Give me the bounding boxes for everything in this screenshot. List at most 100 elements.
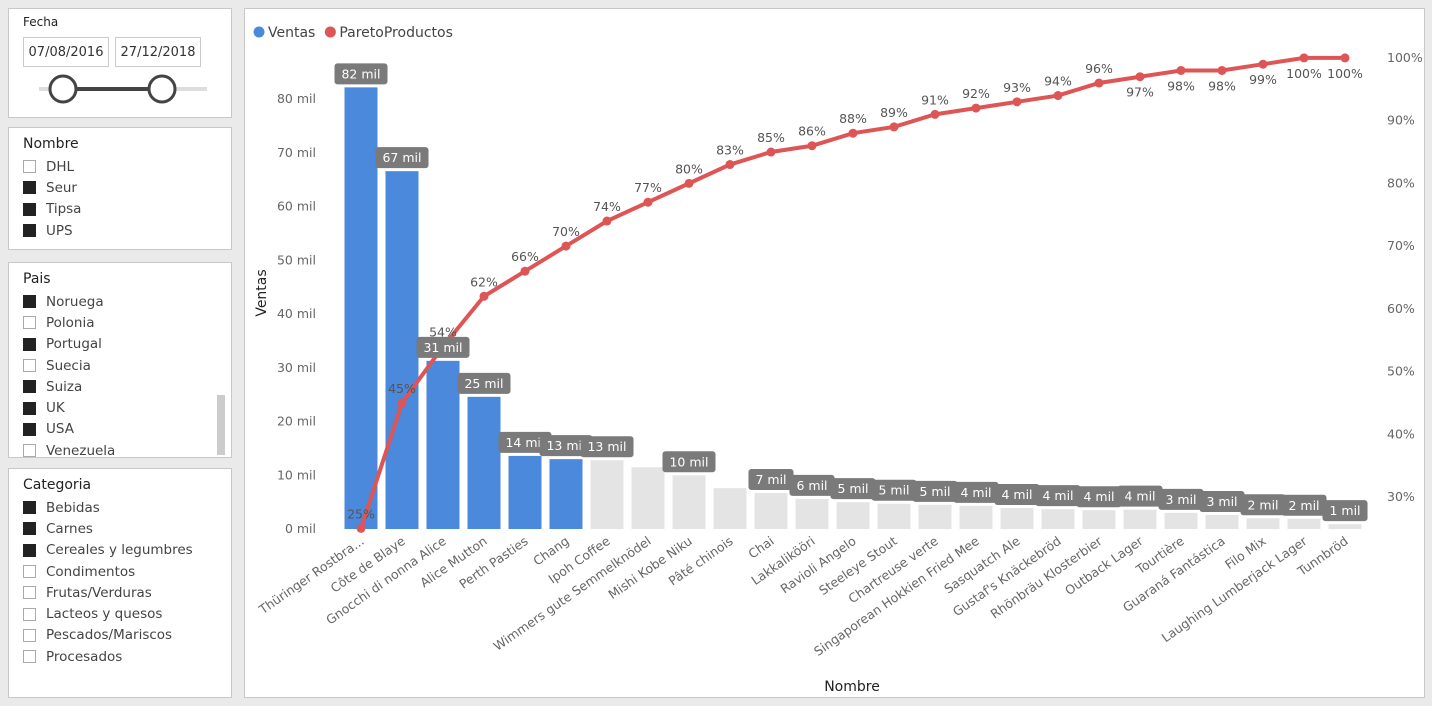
slicer-item[interactable]: Tipsa — [23, 199, 231, 220]
bar — [1082, 510, 1116, 529]
line-point — [1217, 65, 1227, 75]
bar — [467, 396, 501, 529]
end-date[interactable]: 27/12/2018 — [115, 37, 201, 67]
slicer-item[interactable]: Polonia — [23, 312, 231, 333]
checkbox[interactable] — [23, 160, 36, 174]
slicer-item[interactable]: Venezuela — [23, 440, 231, 457]
range-slider[interactable] — [9, 71, 232, 111]
y2-tick-label: 80% — [1387, 175, 1415, 190]
slicer-item[interactable]: Suiza — [23, 376, 231, 397]
slicer-item[interactable]: Pescados/Mariscos — [23, 625, 231, 646]
data-label-box — [334, 63, 388, 85]
data-label: 74% — [593, 199, 621, 214]
line-point — [725, 160, 735, 170]
data-label-box — [912, 480, 958, 502]
checkbox[interactable] — [23, 295, 36, 309]
line-point — [971, 103, 981, 113]
checkbox[interactable] — [23, 522, 36, 536]
checkbox[interactable] — [23, 181, 36, 195]
slicer-item[interactable]: Cereales y legumbres — [23, 540, 231, 561]
slicer-item[interactable]: Lacteos y quesos — [23, 603, 231, 624]
checkbox[interactable] — [23, 316, 36, 330]
legend-marker — [324, 26, 336, 38]
data-label: 82 mil — [341, 66, 380, 81]
y-tick-label: 80 mil — [277, 91, 316, 106]
slicer-item[interactable]: UK — [23, 397, 231, 418]
data-label-box — [748, 469, 794, 491]
slicer-item[interactable]: Carnes — [23, 518, 231, 539]
item-label: Portugal — [46, 336, 102, 353]
data-label: 100% — [1327, 66, 1363, 81]
item-label: Bebidas — [46, 499, 100, 516]
x-axis-title: Nombre — [824, 679, 880, 695]
data-label: 4 mil — [960, 485, 991, 500]
data-label: 66% — [511, 249, 539, 264]
checkbox[interactable] — [23, 543, 36, 557]
data-label: 91% — [921, 92, 949, 107]
checkbox[interactable] — [23, 401, 36, 415]
slicer-title: Pais — [23, 271, 51, 287]
slicer-item[interactable]: USA — [23, 419, 231, 440]
slicer-item[interactable]: UPS — [23, 220, 231, 241]
data-label: 54% — [429, 324, 457, 339]
checkbox[interactable] — [23, 650, 36, 664]
slicer-item[interactable]: Bebidas — [23, 497, 231, 518]
slicer-title: Categoria — [23, 477, 92, 493]
checkbox[interactable] — [23, 586, 36, 600]
checkbox[interactable] — [23, 337, 36, 351]
checkbox[interactable] — [23, 380, 36, 394]
data-label: 92% — [962, 86, 990, 101]
slicer-item[interactable]: Seur — [23, 177, 231, 198]
line-point — [643, 197, 653, 207]
checkbox[interactable] — [23, 359, 36, 373]
line-point — [766, 147, 776, 157]
y-axis-title: Ventas — [254, 269, 270, 316]
data-label: 4 mil — [1083, 489, 1114, 504]
data-label: 13 mil — [546, 438, 585, 453]
slicer-title: Fecha — [23, 15, 59, 29]
line-point — [889, 122, 899, 132]
bar — [877, 503, 911, 529]
checkbox[interactable] — [23, 501, 36, 515]
checkbox[interactable] — [23, 628, 36, 642]
line-point — [1053, 91, 1063, 101]
checkbox[interactable] — [23, 202, 36, 216]
y2-tick-label: 90% — [1387, 113, 1415, 128]
item-label: Tipsa — [46, 201, 82, 218]
data-label-box — [1117, 485, 1163, 507]
slicer-item[interactable]: Frutas/Verduras — [23, 582, 231, 603]
slicer-item[interactable]: Suecia — [23, 355, 231, 376]
slicer-item[interactable]: Procesados — [23, 646, 231, 667]
item-label: Condimentos — [46, 563, 136, 580]
slicer-item[interactable]: Noruega — [23, 291, 231, 312]
checkbox[interactable] — [23, 224, 36, 238]
data-label-box — [416, 336, 470, 358]
slicer-item[interactable]: Portugal — [23, 334, 231, 355]
scrollbar[interactable] — [217, 395, 225, 455]
legend-label: Ventas — [268, 25, 315, 41]
checkbox[interactable] — [23, 565, 36, 579]
bar — [1246, 518, 1280, 529]
data-label-box — [830, 478, 876, 500]
checkbox[interactable] — [23, 607, 36, 621]
checkbox[interactable] — [23, 444, 36, 457]
data-label-box — [1281, 494, 1327, 516]
start-date[interactable]: 07/08/2016 — [23, 37, 109, 67]
item-label: Polonia — [46, 314, 95, 331]
checkbox[interactable] — [23, 422, 36, 436]
data-label-box — [1035, 485, 1081, 507]
data-label: 97% — [1126, 85, 1154, 100]
slicer-item[interactable]: Condimentos — [23, 561, 231, 582]
data-label-box — [1076, 486, 1122, 508]
line-point — [1258, 59, 1268, 69]
data-label: 62% — [470, 274, 498, 289]
line-point — [930, 109, 940, 119]
line-point — [1340, 53, 1350, 63]
y2-tick-label: 30% — [1387, 489, 1415, 504]
y2-tick-label: 50% — [1387, 364, 1415, 379]
data-label: 13 mil — [587, 439, 626, 454]
item-label: Procesados — [46, 648, 123, 665]
bar — [1328, 524, 1362, 529]
slicer-item[interactable]: DHL — [23, 156, 231, 177]
item-label: Lacteos y quesos — [46, 606, 163, 623]
